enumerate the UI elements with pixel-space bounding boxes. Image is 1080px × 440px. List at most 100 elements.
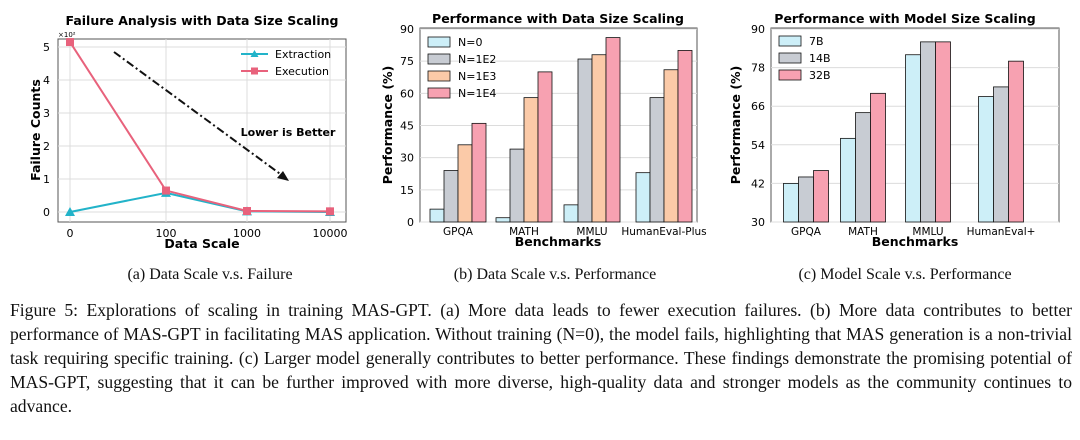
- chart-b-data-scaling: Performance with Data Size Scaling 0 15 30…: [380, 11, 707, 249]
- legend-swatch: [778, 52, 802, 64]
- bar-14b-math: [855, 112, 871, 223]
- chart-c-xtick-label: GPQA: [791, 226, 822, 238]
- chart-c-ytick-label: 42: [751, 177, 765, 190]
- chart-c-model-scaling: Performance with Model Size Scaling 30 42…: [728, 11, 1060, 249]
- chart-c-ytick-label: 30: [751, 216, 765, 229]
- bar-32b-mmlu: [935, 41, 951, 223]
- chart-a-ylabel: Failure Counts: [28, 79, 43, 181]
- caption-a: (a) Data Scale v.s. Failure: [127, 266, 293, 283]
- chart-a-legend: Extraction Execution: [241, 48, 331, 78]
- chart-c-legend: 7B 14B 32B: [778, 35, 831, 82]
- chart-c-title: Performance with Model Size Scaling: [774, 11, 1035, 26]
- series-line-extraction: [69, 191, 331, 213]
- chart-a-ytick-label: 2: [43, 140, 50, 153]
- chart-a-ytick-label: 4: [43, 74, 50, 87]
- chart-b-x-ticks: GPQA MATH MMLU HumanEval-Plus: [443, 226, 707, 238]
- data-point-execution: [162, 186, 170, 195]
- chart-c-ylabel: Performance (%): [728, 66, 743, 185]
- bar-14b-humaneval-: [993, 86, 1009, 223]
- legend-swatch: [427, 87, 451, 99]
- bar-n-0-gpqa: [429, 208, 445, 223]
- chart-a-xtick-label: 0: [67, 227, 74, 240]
- legend-execution-marker: [251, 67, 258, 75]
- legend-swatch: [778, 35, 802, 47]
- chart-a-trend-arrowhead: [277, 171, 289, 181]
- chart-c-x-ticks: GPQA MATH MMLU HumanEval+: [791, 226, 1035, 238]
- chart-b-legend: N=0 N=1E2 N=1E3 N=1E4: [427, 36, 496, 100]
- chart-b-ytick-label: 90: [400, 23, 414, 36]
- legend-swatch: [778, 69, 802, 81]
- chart-a-plot-area: [57, 38, 347, 223]
- legend-label: 14B: [809, 52, 831, 65]
- chart-b-xtick-label: HumanEval-Plus: [621, 226, 706, 238]
- data-point-execution: [66, 38, 74, 47]
- chart-a-trend-arrow: [113, 51, 284, 177]
- chart-b-ytick-label: 45: [400, 120, 414, 133]
- chart-c-ytick-label: 90: [751, 23, 765, 36]
- chart-b-y-ticks: 0 15 30 45 60 75 90: [400, 23, 414, 229]
- bar-n-1e4-humaneval-plus: [677, 50, 693, 223]
- caption-b: (b) Data Scale v.s. Performance: [453, 266, 657, 283]
- bar-n-1e3-mmlu: [591, 54, 607, 223]
- chart-b-bars: [429, 37, 693, 223]
- legend-swatch: [427, 36, 451, 48]
- chart-a-ytick-label: 1: [43, 173, 50, 186]
- bar-7b-math: [840, 137, 856, 223]
- bar-14b-mmlu: [920, 41, 936, 223]
- chart-b-xlabel: Benchmarks: [515, 234, 602, 249]
- bar-n-1e4-mmlu: [605, 37, 621, 223]
- chart-a-annotation: Lower is Better: [241, 126, 336, 139]
- chart-b-ytick-label: 30: [400, 152, 414, 165]
- legend-label: N=1E2: [458, 53, 496, 66]
- bar-7b-mmlu: [905, 54, 921, 223]
- chart-a-ytick-label: 0: [43, 206, 50, 219]
- chart-a-title: Failure Analysis with Data Size Scaling: [66, 13, 339, 28]
- bar-n-1e3-math: [523, 97, 539, 223]
- chart-a-xtick-label: 10000: [313, 227, 348, 240]
- data-point-extraction: [65, 207, 75, 216]
- bar-n-0-humaneval-plus: [635, 172, 651, 223]
- legend-extraction-marker: [250, 50, 259, 57]
- chart-a-x-ticks: 0 100 1000 10000: [67, 227, 348, 240]
- chart-b-ytick-label: 60: [400, 87, 414, 100]
- chart-a-xlabel: Data Scale: [164, 236, 239, 251]
- chart-b-xtick-label: GPQA: [443, 226, 474, 238]
- legend-execution-label: Execution: [275, 65, 329, 78]
- legend-label: 32B: [809, 69, 831, 82]
- bar-7b-gpqa: [783, 182, 799, 223]
- chart-a-y-multiplier: ×10²: [58, 31, 76, 39]
- chart-b-ytick-label: 0: [407, 216, 414, 229]
- bar-n-0-math: [495, 217, 511, 223]
- bar-32b-humaneval-: [1008, 60, 1024, 223]
- bar-n-1e2-mmlu: [577, 58, 593, 223]
- chart-a-y-ticks: 0 1 2 3 4 5: [43, 41, 50, 219]
- legend-extraction-label: Extraction: [275, 48, 331, 61]
- bar-32b-math: [870, 92, 886, 223]
- chart-a-xtick-label: 1000: [233, 227, 261, 240]
- bar-n-1e3-humaneval-plus: [663, 69, 679, 223]
- bar-n-1e2-humaneval-plus: [649, 97, 665, 223]
- chart-c-xtick-label: HumanEval+: [967, 226, 1036, 238]
- bar-n-1e4-math: [537, 71, 553, 223]
- bar-14b-gpqa: [798, 176, 814, 223]
- legend-swatch: [427, 53, 451, 65]
- chart-b-xtick-label: MATH: [509, 226, 539, 238]
- chart-a-ytick-label: 3: [43, 107, 50, 120]
- bar-32b-gpqa: [813, 170, 829, 223]
- chart-c-xlabel: Benchmarks: [872, 234, 959, 249]
- bar-n-1e2-gpqa: [443, 170, 459, 223]
- bar-n-1e4-gpqa: [471, 122, 487, 223]
- chart-c-xtick-label: MMLU: [912, 226, 943, 238]
- chart-a-lines: [65, 38, 335, 216]
- bar-n-1e3-gpqa: [457, 144, 473, 223]
- bar-7b-humaneval-: [978, 96, 994, 223]
- chart-c-xtick-label: MATH: [848, 226, 878, 238]
- chart-c-bars: [783, 41, 1024, 223]
- legend-label: N=1E3: [458, 70, 496, 83]
- chart-a-failure-analysis: Failure Analysis with Data Size Scaling …: [28, 13, 348, 251]
- chart-b-ylabel: Performance (%): [380, 66, 395, 185]
- chart-c-ytick-label: 54: [751, 139, 765, 152]
- chart-c-ytick-label: 78: [751, 62, 765, 75]
- data-point-execution: [326, 207, 334, 216]
- legend-swatch: [427, 70, 451, 82]
